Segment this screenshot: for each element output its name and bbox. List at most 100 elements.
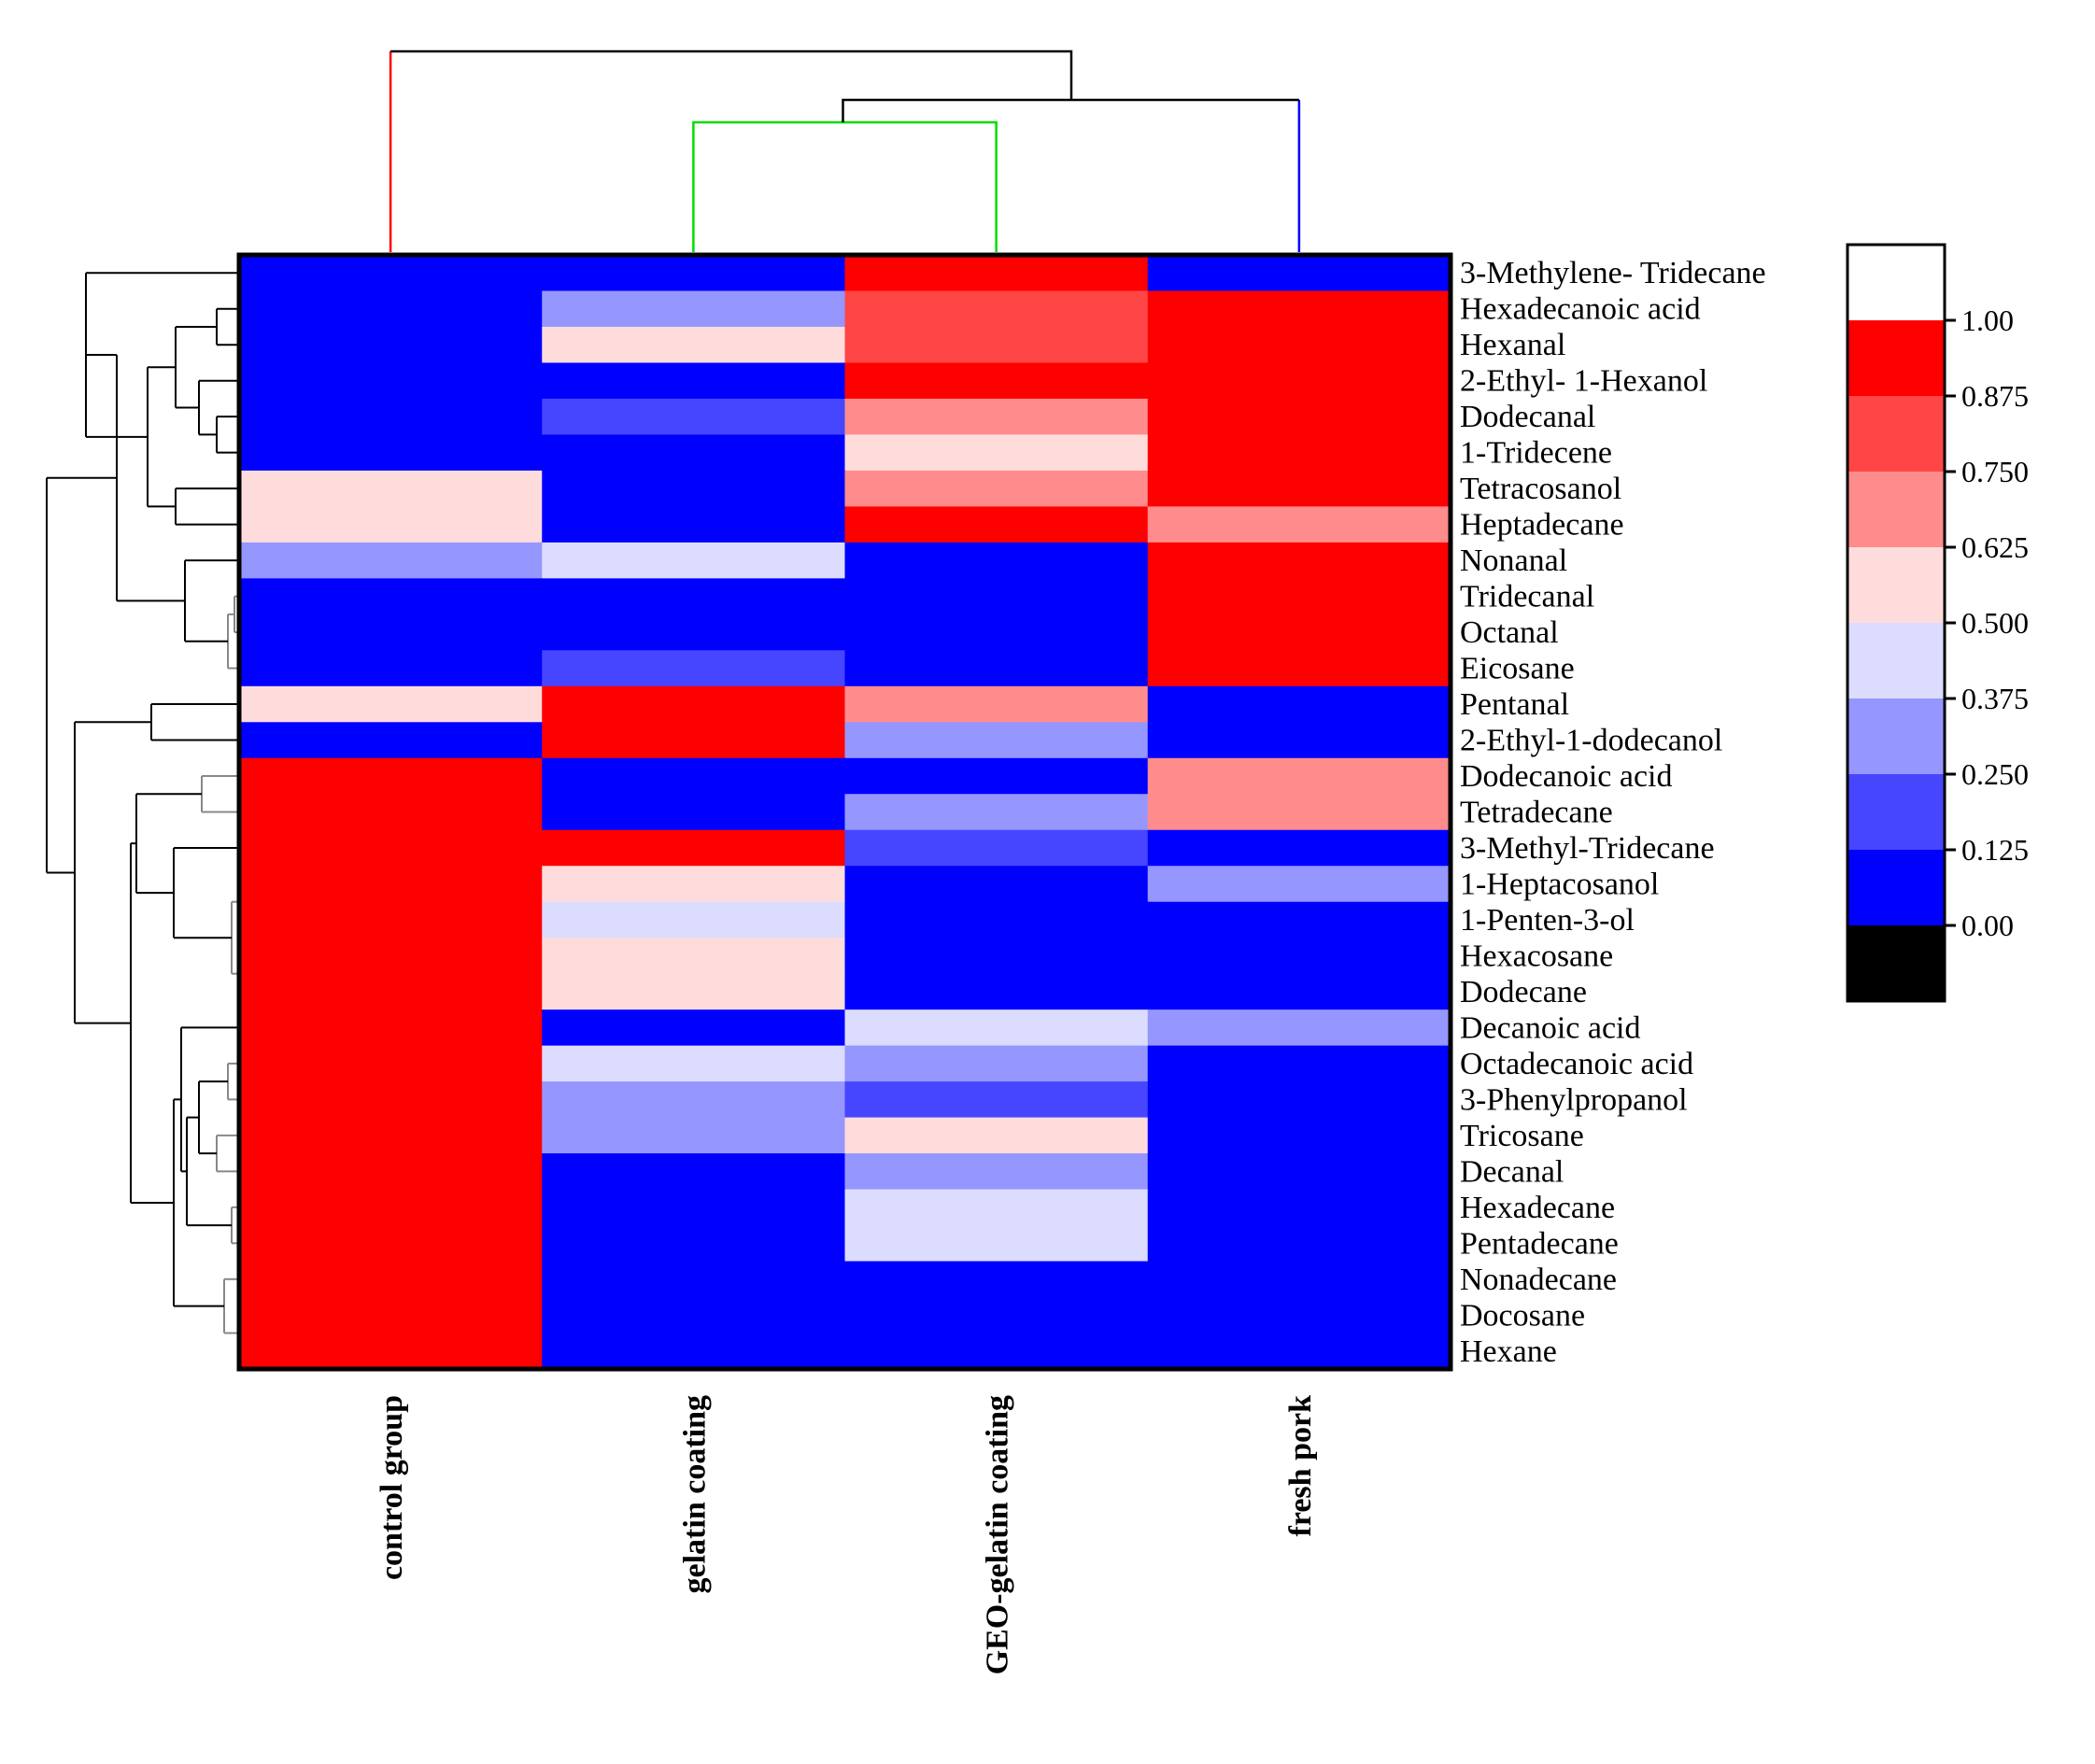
row-label: Hexacosane [1460, 938, 1613, 973]
heatmap-cell [542, 255, 846, 292]
heatmap-cell [844, 1045, 1149, 1082]
heatmap-cell [542, 757, 846, 795]
heatmap-cell [1147, 1045, 1451, 1082]
row-label: Docosane [1460, 1298, 1585, 1333]
heatmap-cell [239, 506, 543, 543]
heatmap-cell [542, 470, 846, 507]
heatmap-cell [1147, 1297, 1451, 1334]
heatmap-cell [1147, 829, 1451, 867]
heatmap-cell [239, 650, 543, 687]
heatmap-cell [542, 1045, 846, 1082]
heatmap-cell [1147, 255, 1451, 292]
row-label: Decanal [1460, 1154, 1564, 1189]
row-label: Hexadecanoic acid [1460, 292, 1701, 327]
color-scale-legend: 1.00 0.875 0.750 0.625 0.500 0.375 0.250 0.125 0… [1846, 243, 2029, 1003]
heatmap-cell [542, 866, 846, 903]
heatmap-cell [239, 434, 543, 472]
heatmap-cell [1147, 794, 1451, 831]
heatmap-cell [1147, 650, 1451, 687]
heatmap-cell [844, 1081, 1149, 1119]
heatmap-cell [1147, 506, 1451, 543]
heatmap-cell [1147, 578, 1451, 615]
heatmap-cell [542, 506, 846, 543]
column-label: control group [375, 1395, 409, 1580]
color-scale-swatch [1847, 472, 1945, 548]
dendrogram-branch [692, 120, 998, 252]
row-label: 1-Penten-3-ol [1460, 903, 1635, 938]
row-label: Hexanal [1460, 328, 1565, 362]
row-label: Pentadecane [1460, 1226, 1619, 1261]
heatmap-cell [844, 685, 1149, 723]
heatmap-cell [239, 255, 543, 292]
heatmap-cell [844, 398, 1149, 436]
column-labels: control group gelatin coating GEO-gelatin … [375, 1395, 1318, 1674]
heatmap-cell [239, 757, 543, 795]
row-label: Octanal [1460, 615, 1559, 650]
heatmap-cell [542, 1189, 846, 1226]
heatmap-cell [239, 470, 543, 507]
color-scale-label: 0.875 [1961, 379, 2029, 413]
heatmap-cell [239, 722, 543, 759]
column-label: fresh pork [1283, 1395, 1318, 1537]
heatmap-cell [844, 578, 1149, 615]
row-label: 1-Heptacosanol [1460, 867, 1659, 901]
heatmap-cell [844, 326, 1149, 364]
heatmap-cell [1147, 722, 1451, 759]
heatmap-cell [1147, 866, 1451, 903]
heatmap-cell [1147, 398, 1451, 436]
color-scale-swatch [1847, 699, 1945, 775]
heatmap-cell [1147, 362, 1451, 400]
row-label: Heptadecane [1460, 508, 1624, 543]
heatmap-cell [844, 362, 1149, 400]
heatmap-cell [542, 1153, 846, 1191]
heatmap-cell [1147, 973, 1451, 1010]
heatmap-cell [844, 290, 1149, 328]
heatmap-cell [844, 470, 1149, 507]
dendrogram-branch [390, 49, 1073, 100]
row-label: Tricosane [1460, 1119, 1584, 1153]
heatmap-cell [542, 326, 846, 364]
heatmap-cell [542, 578, 846, 615]
heatmap-cell [542, 938, 846, 975]
heatmap-cell [844, 1333, 1149, 1370]
color-scale-swatch [1847, 396, 1945, 473]
row-label: 2-Ethyl-1-dodecanol [1460, 724, 1722, 758]
heatmap-cell [239, 578, 543, 615]
heatmap-cell [1147, 290, 1451, 328]
heatmap-cell [844, 973, 1149, 1010]
color-scale-swatch [1847, 925, 1945, 1002]
color-scale-label: 0.625 [1961, 530, 2029, 564]
heatmap-cells [239, 255, 1451, 1370]
heatmap-cell [1147, 901, 1451, 938]
row-label: Dodecanal [1460, 400, 1595, 434]
heatmap-cell [844, 255, 1149, 292]
heatmap-cell [239, 362, 543, 400]
heatmap-cell [542, 650, 846, 687]
dendrogram-branch [842, 98, 1299, 122]
heatmap-cell [1147, 434, 1451, 472]
color-scale-label: 0.500 [1961, 606, 2029, 640]
heatmap-cell [1147, 1081, 1451, 1119]
heatmap-cell [239, 866, 543, 903]
heatmap-cell [239, 1081, 543, 1119]
heatmap-cell [1147, 938, 1451, 975]
heatmap-cell [844, 542, 1149, 579]
heatmap-cell [542, 614, 846, 651]
heatmap-cell [1147, 1261, 1451, 1298]
heatmap-cell [844, 1189, 1149, 1226]
color-scale-swatch [1847, 547, 1945, 624]
row-dendrogram [46, 272, 239, 1352]
heatmap-cell [542, 398, 846, 436]
heatmap-cell [844, 1261, 1149, 1298]
heatmap-cell [239, 1189, 543, 1226]
heatmap-cell [239, 794, 543, 831]
heatmap-cell [844, 1225, 1149, 1263]
row-label: 3-Methylene- Tridecane [1460, 256, 1766, 290]
heatmap-cell [239, 829, 543, 867]
heatmap-cell [1147, 470, 1451, 507]
heatmap-cell [542, 1117, 846, 1154]
color-scale-label: 0.00 [1961, 909, 2014, 942]
row-label: Pentanal [1460, 687, 1569, 722]
heatmap-cell [239, 938, 543, 975]
color-scale-label: 0.750 [1961, 455, 2029, 488]
